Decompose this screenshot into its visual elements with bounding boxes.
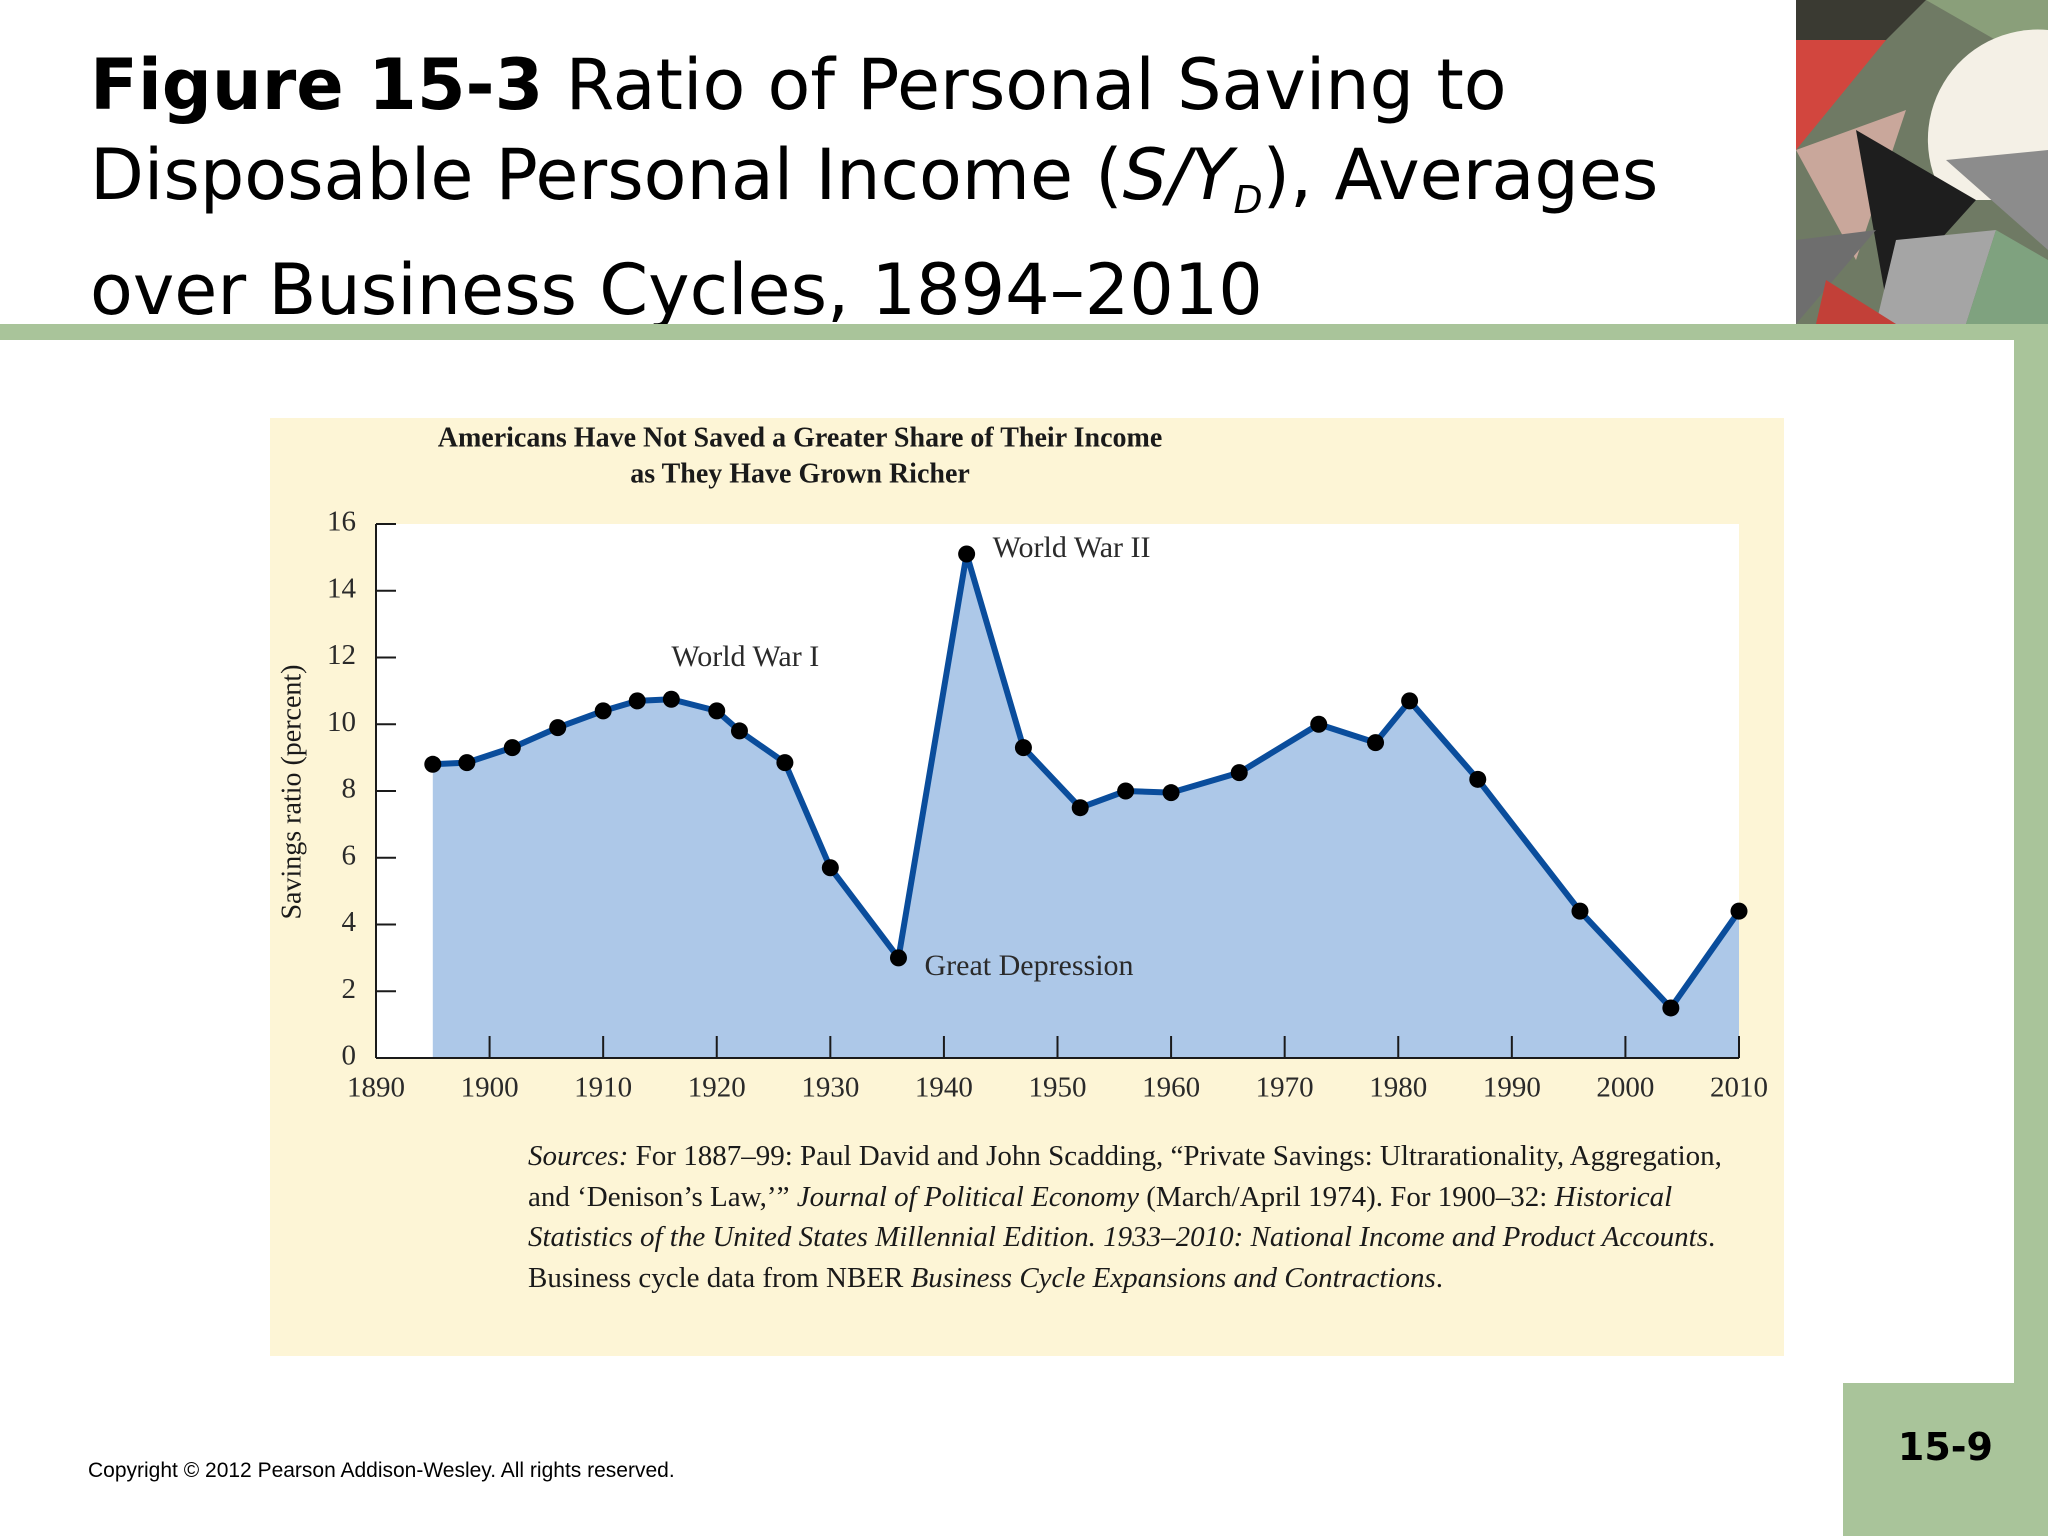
y-tick-label-2: 2 bbox=[342, 973, 357, 1005]
data-point-1981 bbox=[1401, 692, 1419, 710]
data-point-1916 bbox=[662, 690, 680, 708]
plot-group: 0 2 4 6 8 10 12 14 16 1890 1900 1910 1920 1930 1940 195… bbox=[327, 506, 1768, 1104]
copyright-notice: Copyright © 2012 Pearson Addison-Wesley.… bbox=[88, 1459, 675, 1482]
annotation-great-depression: Great Depression bbox=[924, 949, 1133, 982]
x-tick-label-1970: 1970 bbox=[1256, 1072, 1314, 1104]
x-tick-label-1920: 1920 bbox=[688, 1072, 746, 1104]
sources-note: Sources: For 1887–99: Paul David and Joh… bbox=[528, 1136, 1768, 1298]
x-tick-label-1960: 1960 bbox=[1142, 1072, 1200, 1104]
x-tick-label-1950: 1950 bbox=[1029, 1072, 1087, 1104]
savings-ratio-chart: Americans Have Not Saved a Greater Share… bbox=[276, 422, 1768, 1104]
data-point-1906 bbox=[549, 719, 567, 737]
x-tick-label-1890: 1890 bbox=[347, 1072, 405, 1104]
data-point-1936 bbox=[889, 949, 907, 967]
sources-nber: Business Cycle Expansions and Contractio… bbox=[910, 1261, 1436, 1294]
sources-journal: Journal of Political Economy bbox=[796, 1180, 1139, 1213]
page-number: 15-9 bbox=[1897, 1425, 1993, 1469]
chart-title-line1: Americans Have Not Saved a Greater Share… bbox=[438, 422, 1163, 453]
y-tick-label-4: 4 bbox=[342, 906, 357, 938]
accent-bar bbox=[0, 324, 2048, 340]
data-point-1942 bbox=[958, 545, 976, 563]
data-point-1930 bbox=[821, 859, 839, 877]
x-tick-label-1910: 1910 bbox=[574, 1072, 632, 1104]
sources-historical-statistics: Historical Statistics of the United Stat… bbox=[528, 1180, 1709, 1254]
y-tick-label-8: 8 bbox=[342, 773, 357, 805]
y-axis-label: Savings ratio (percent) bbox=[276, 664, 307, 919]
chart-title-line2: as They Have Grown Richer bbox=[630, 458, 970, 489]
data-point-1978 bbox=[1367, 734, 1385, 752]
title-s-over-y: S/Y bbox=[1122, 134, 1234, 216]
x-tick-label-2000: 2000 bbox=[1596, 1072, 1654, 1104]
sources-text-2: (March/April 1974). For 1900–32: bbox=[1139, 1180, 1555, 1213]
data-point-1902 bbox=[503, 739, 521, 757]
data-point-1956 bbox=[1117, 782, 1135, 800]
data-point-1910 bbox=[594, 702, 612, 720]
data-point-1960 bbox=[1162, 784, 1180, 802]
data-point-1966 bbox=[1230, 764, 1248, 782]
data-point-1973 bbox=[1310, 715, 1328, 733]
decorative-mosaic bbox=[1796, 0, 2048, 324]
title-part2: ), Averages over Business Cycles, 1894–2… bbox=[90, 134, 1659, 331]
page-number-box bbox=[1843, 1383, 2048, 1536]
data-point-2010 bbox=[1730, 902, 1748, 920]
sources-text-1: For 1887–99: Paul David and John Scaddin… bbox=[528, 1140, 1722, 1213]
data-point-1920 bbox=[708, 702, 726, 720]
annotation-world-war-i: World War I bbox=[671, 640, 819, 673]
slide-title: Figure 15-3 Ratio of Personal Saving to … bbox=[90, 40, 1770, 335]
y-tick-label-14: 14 bbox=[327, 572, 357, 604]
x-tick-label-1900: 1900 bbox=[461, 1072, 519, 1104]
figure-label: Figure 15-3 bbox=[90, 44, 544, 126]
y-tick-label-12: 12 bbox=[327, 639, 356, 671]
accent-right-strip bbox=[2014, 340, 2048, 1536]
title-part1: Ratio of Personal Saving to Disposable P… bbox=[90, 44, 1507, 216]
sources-text-3: . Business cycle data from NBER bbox=[528, 1221, 1716, 1294]
x-tick-label-1930: 1930 bbox=[801, 1072, 859, 1104]
sources-text-4: . bbox=[1435, 1261, 1444, 1294]
y-tick-label-16: 16 bbox=[327, 506, 356, 538]
data-point-1898 bbox=[458, 754, 476, 772]
x-tick-label-1940: 1940 bbox=[915, 1072, 973, 1104]
data-point-2004 bbox=[1662, 999, 1680, 1017]
data-point-1987 bbox=[1469, 770, 1487, 788]
y-tick-label-0: 0 bbox=[342, 1040, 357, 1072]
data-point-1996 bbox=[1571, 902, 1589, 920]
data-point-1913 bbox=[628, 692, 646, 710]
y-tick-label-6: 6 bbox=[342, 839, 357, 871]
data-point-1922 bbox=[730, 722, 748, 740]
sources-label: Sources: bbox=[528, 1140, 629, 1172]
x-tick-label-1990: 1990 bbox=[1483, 1072, 1541, 1104]
data-point-1947 bbox=[1014, 739, 1032, 757]
x-tick-label-2010: 2010 bbox=[1710, 1072, 1768, 1104]
annotation-world-war-ii: World War II bbox=[993, 531, 1151, 564]
title-subscript-d: D bbox=[1233, 178, 1263, 222]
data-point-1895 bbox=[424, 755, 442, 773]
x-tick-label-1980: 1980 bbox=[1369, 1072, 1427, 1104]
y-tick-label-10: 10 bbox=[327, 706, 356, 738]
data-point-1952 bbox=[1071, 799, 1089, 817]
data-point-1926 bbox=[776, 754, 794, 772]
